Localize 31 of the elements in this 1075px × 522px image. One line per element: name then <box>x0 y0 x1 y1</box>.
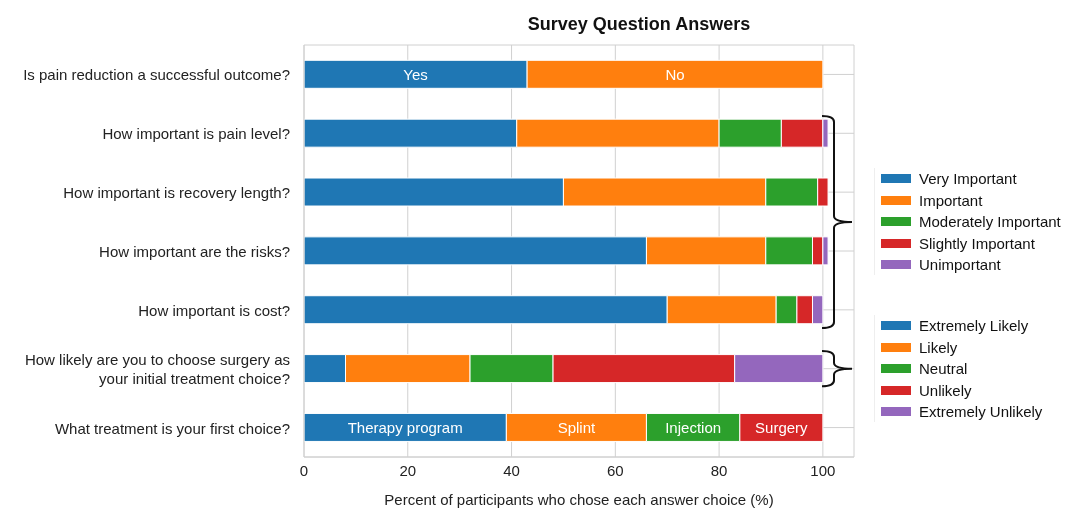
legend-label: Likely <box>919 338 958 356</box>
y-tick-label: What treatment is your first choice? <box>54 419 290 437</box>
annotation: Splint <box>557 418 596 436</box>
x-tick-label: 40 <box>503 461 520 479</box>
x-axis-title: Percent of participants who chose each answer choice (%) <box>384 491 774 508</box>
y-tick-label: Is pain reduction a successful outcome? <box>23 65 290 83</box>
annotation: No <box>665 65 685 83</box>
legend-label: Extremely Likely <box>919 317 1029 335</box>
x-tick-label: 60 <box>606 461 624 479</box>
annotation: Surgery <box>755 418 809 436</box>
y-tick-label: How important is pain level? <box>102 124 290 142</box>
x-tick-label: 80 <box>710 461 728 479</box>
annotation: Yes <box>403 65 428 83</box>
legend-label: Neutral <box>919 360 968 378</box>
legend-label: Unimportant <box>919 256 1001 274</box>
annotation: Injection <box>665 418 722 436</box>
legend-label: Slightly Important <box>919 234 1035 252</box>
x-tick-label: 20 <box>399 461 417 479</box>
y-tick-label: How important are the risks? <box>99 242 290 260</box>
legend-label: Very Important <box>919 170 1017 188</box>
x-tick-label: 100 <box>810 461 836 479</box>
y-tick-label: How likely are you to choose surgery as your initial treatment choice? <box>24 350 290 387</box>
y-tick-label: How important is recovery length? <box>63 183 290 201</box>
legend-label: Unlikely <box>919 381 972 399</box>
annotation: Therapy program <box>347 418 463 436</box>
legend-label: Extremely Unlikely <box>919 403 1043 421</box>
y-tick-label: How important is cost? <box>138 301 290 319</box>
x-tick-label: 0 <box>299 461 309 479</box>
chart-title: Survey Question Answers <box>527 14 751 34</box>
legend-label: Important <box>919 191 983 209</box>
legend-label: Moderately Important <box>919 213 1061 231</box>
